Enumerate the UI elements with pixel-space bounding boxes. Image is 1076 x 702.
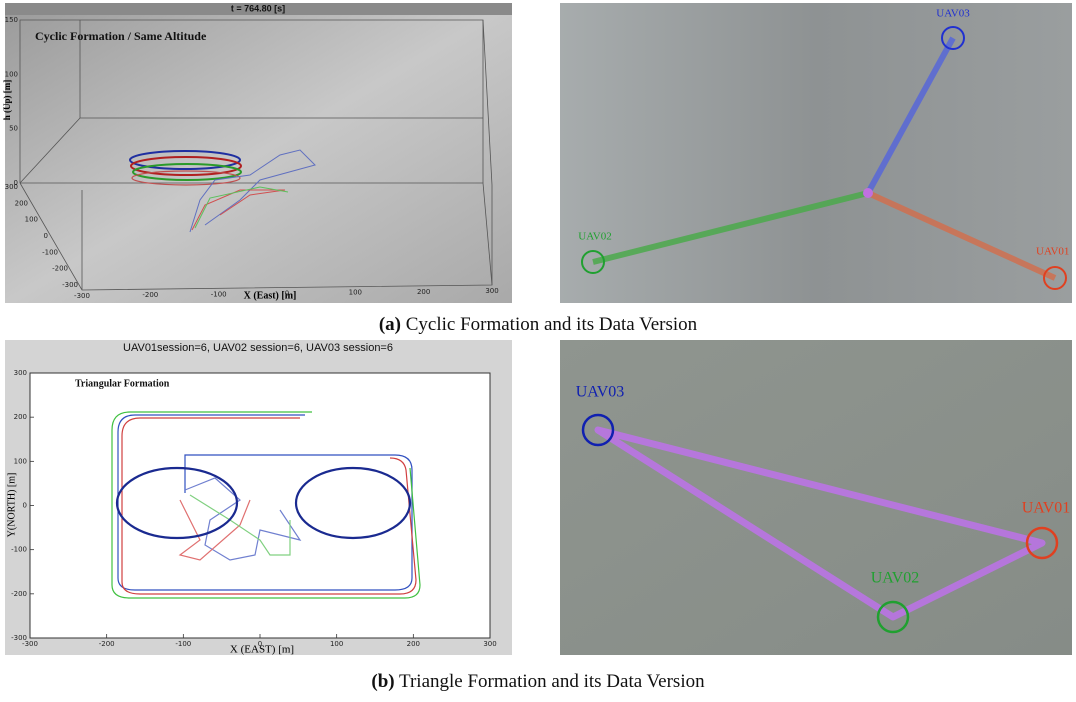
z-axis-label: h (Up) [m]	[2, 80, 12, 121]
photo-triangle: UAV03 UAV01 UAV02	[560, 340, 1072, 655]
caption: (b) Triangle Formation and its Data Vers…	[371, 671, 705, 692]
tick-label: -300	[74, 292, 90, 300]
x-tick-label: 300	[483, 640, 496, 648]
figure: t = 764.80 [s] Cyclic Formation / Same A…	[0, 0, 1076, 702]
plot-header: t = 764.80 [s]	[231, 3, 285, 13]
y-tick-label: -100	[11, 546, 27, 554]
uav-label: UAV01	[1022, 500, 1071, 517]
photo-background	[560, 340, 1072, 655]
tick-label: -200	[52, 265, 68, 273]
photo-background	[560, 3, 1072, 303]
x-tick-label: 100	[330, 640, 343, 648]
tick-label: -100	[211, 290, 227, 298]
tick-label: 0	[44, 232, 48, 240]
photo-cyclic: UAV03 UAV02 UAV01	[560, 3, 1076, 303]
caption-label: (b)	[371, 671, 394, 692]
plot-header: UAV01session=6, UAV02 session=6, UAV03 s…	[123, 342, 393, 354]
caption: (a) Cyclic Formation and its Data Versio…	[379, 314, 698, 335]
x-tick-label: 200	[407, 640, 420, 648]
plot-background	[5, 3, 512, 303]
y-tick-label: 300	[14, 369, 27, 377]
y-tick-label: 0	[23, 502, 27, 510]
uav-label: UAV03	[576, 384, 625, 401]
plot-title: Cyclic Formation / Same Altitude	[35, 29, 207, 43]
tick-label: 100	[25, 216, 38, 224]
y-axis-label: Y(NORTH) [m]	[6, 473, 17, 538]
caption-label: (a)	[379, 314, 401, 335]
tick-label: 50	[9, 125, 18, 133]
tick-label: 150	[5, 16, 18, 24]
crop-edge	[1072, 240, 1076, 260]
plot-title: Triangular Formation	[75, 378, 170, 389]
uav-label: UAV03	[936, 8, 970, 20]
x-tick-label: -100	[175, 640, 191, 648]
uav-label: UAV01	[1036, 246, 1069, 258]
tick-label: 300	[5, 183, 18, 191]
tick-label: -300	[62, 281, 78, 289]
uav-label: UAV02	[871, 570, 920, 587]
tick-label: -200	[142, 291, 158, 299]
plot-3d: t = 764.80 [s] Cyclic Formation / Same A…	[2, 3, 512, 303]
tick-label: 200	[417, 288, 430, 296]
tick-label: 300	[485, 287, 498, 295]
y-tick-label: 200	[14, 413, 27, 421]
tick-label: -100	[42, 248, 58, 256]
caption-text: Cyclic Formation and its Data Version	[406, 314, 698, 335]
tick-label: 0	[285, 290, 289, 298]
y-tick-label: -300	[11, 634, 27, 642]
plot-2d: UAV01session=6, UAV02 session=6, UAV03 s…	[5, 340, 512, 656]
y-tick-label: 100	[14, 457, 27, 465]
tick-label: 100	[5, 70, 18, 78]
y-tick-label: -200	[11, 590, 27, 598]
page: t = 764.80 [s] Cyclic Formation / Same A…	[0, 0, 1076, 702]
uav-label: UAV02	[578, 231, 611, 243]
x-tick-label: -200	[99, 640, 115, 648]
x-tick-label: 0	[258, 640, 262, 648]
caption-text: Triangle Formation and its Data Version	[399, 671, 705, 692]
center-node	[863, 188, 873, 198]
tick-label: 100	[349, 289, 362, 297]
tick-label: 200	[15, 199, 28, 207]
